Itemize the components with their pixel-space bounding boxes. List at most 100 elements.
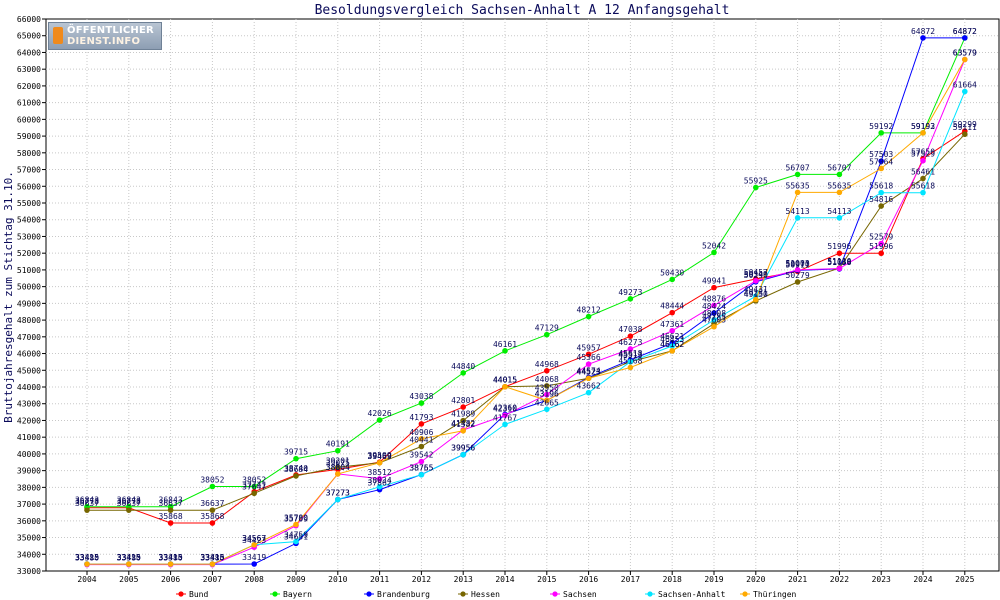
data-label: 38740 — [284, 464, 308, 473]
x-tick-label: 2020 — [746, 575, 765, 584]
data-label: 38034 — [368, 476, 392, 485]
data-label: 46453 — [660, 335, 684, 344]
data-label: 43196 — [535, 389, 559, 398]
data-point — [376, 417, 383, 423]
legend-label: Bund — [189, 590, 208, 599]
data-label: 50970 — [786, 259, 810, 268]
data-point — [753, 296, 759, 303]
data-point — [627, 346, 634, 352]
data-point — [418, 443, 425, 450]
data-label: 34567 — [242, 534, 266, 543]
data-point — [627, 295, 634, 302]
data-point — [209, 520, 216, 526]
data-label: 39509 — [368, 451, 392, 460]
data-point — [502, 421, 508, 428]
data-label: 57064 — [869, 157, 893, 166]
data-label: 38512 — [368, 468, 392, 477]
data-point — [711, 323, 717, 330]
data-point — [962, 88, 968, 95]
x-tick-label: 2007 — [203, 575, 222, 584]
data-label: 49941 — [702, 277, 726, 286]
data-label: 49231 — [744, 288, 768, 297]
y-tick-label: 35000 — [17, 534, 41, 543]
data-point — [251, 483, 257, 490]
data-point — [627, 364, 634, 371]
data-label: 57650 — [911, 148, 935, 157]
data-label: 37273 — [326, 489, 350, 498]
data-point — [418, 435, 425, 442]
data-point — [962, 35, 968, 41]
y-tick-label: 48000 — [17, 316, 41, 325]
data-label: 46162 — [660, 340, 684, 349]
data-point — [251, 490, 257, 497]
x-tick-label: 2019 — [704, 575, 723, 584]
data-point — [627, 358, 634, 365]
data-label: 59111 — [953, 123, 977, 132]
data-label: 33415 — [117, 553, 141, 562]
axes: 33000 34000 35000 36000 37000 38000 39000 40000… — [17, 15, 975, 584]
data-label: 55618 — [911, 182, 935, 191]
data-point — [836, 171, 843, 178]
data-label: 49431 — [744, 285, 768, 294]
y-tick-label: 43000 — [17, 400, 41, 409]
data-point — [126, 507, 132, 513]
data-label: 59192 — [869, 122, 893, 131]
data-label: 59193 — [911, 122, 935, 131]
data-label: 37273 — [326, 489, 350, 498]
data-label: 61664 — [953, 81, 977, 90]
data-label: 52579 — [869, 232, 893, 241]
data-label: 41793 — [409, 413, 433, 422]
data-label: 34567 — [242, 534, 266, 543]
data-label: 33415 — [117, 553, 141, 562]
data-point — [335, 496, 341, 503]
y-tick-label: 49000 — [17, 299, 41, 308]
data-label: 33415 — [75, 553, 99, 562]
data-label: 40191 — [326, 440, 350, 449]
data-label: 44015 — [493, 376, 517, 385]
y-tick-label: 47000 — [17, 333, 41, 342]
data-point — [544, 406, 550, 413]
data-label: 55618 — [869, 182, 893, 191]
data-label: 39469 — [368, 452, 392, 461]
logo-text-line1: ÖFFENTLICHER — [67, 25, 154, 36]
data-label: 39956 — [451, 444, 475, 453]
data-point — [753, 184, 759, 191]
y-tick-label: 37000 — [17, 500, 41, 509]
data-point — [669, 276, 675, 283]
data-label: 63579 — [953, 48, 977, 57]
data-label: 39542 — [409, 451, 433, 460]
data-label: 42360 — [493, 403, 517, 412]
data-label: 41432 — [451, 419, 475, 428]
data-label: 38804 — [326, 463, 350, 472]
data-label: 33415 — [200, 553, 224, 562]
data-point — [167, 561, 174, 567]
y-tick-label: 46000 — [17, 350, 41, 359]
y-tick-label: 42000 — [17, 416, 41, 425]
x-tick-label: 2022 — [830, 575, 849, 584]
grid — [45, 18, 1000, 572]
data-label: 48876 — [702, 294, 726, 303]
data-point — [293, 521, 299, 528]
data-point — [167, 520, 174, 526]
y-axis-label: Bruttojahresgehalt zum Stichtag 31.10. — [2, 171, 15, 423]
data-point — [460, 417, 467, 424]
data-label: 38804 — [326, 463, 350, 472]
data-label: 59192 — [911, 122, 935, 131]
legend-label: Sachsen-Anhalt — [658, 590, 726, 599]
data-point — [669, 348, 675, 354]
x-tick-label: 2006 — [161, 575, 180, 584]
data-label: 49150 — [744, 290, 768, 299]
data-label: 41989 — [451, 410, 475, 419]
data-label: 44574 — [577, 366, 601, 375]
data-point — [585, 351, 592, 358]
data-point — [502, 348, 508, 354]
y-tick-label: 56000 — [17, 182, 41, 191]
data-label: 44015 — [493, 376, 517, 385]
data-label: 45513 — [618, 351, 642, 360]
y-tick-label: 64000 — [17, 48, 41, 57]
data-label: 43662 — [577, 382, 601, 391]
x-tick-label: 2004 — [77, 575, 96, 584]
data-point — [460, 370, 467, 376]
y-tick-label: 63000 — [17, 65, 41, 74]
data-point — [293, 455, 299, 462]
